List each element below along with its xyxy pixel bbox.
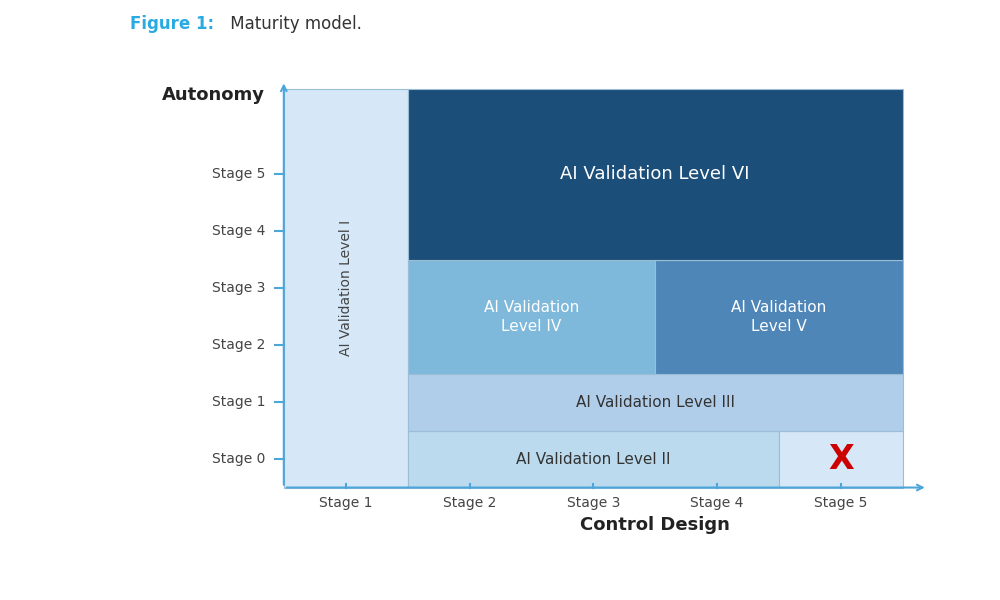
Text: AI Validation Level III: AI Validation Level III xyxy=(576,395,735,410)
Text: Stage 2: Stage 2 xyxy=(443,496,496,510)
FancyBboxPatch shape xyxy=(655,260,903,374)
Text: Stage 1: Stage 1 xyxy=(319,496,372,510)
Text: AI Validation
Level V: AI Validation Level V xyxy=(731,300,827,334)
Text: Control Design: Control Design xyxy=(580,516,730,534)
Text: AI Validation
Level IV: AI Validation Level IV xyxy=(484,300,579,334)
Text: Stage 3: Stage 3 xyxy=(212,281,265,295)
FancyBboxPatch shape xyxy=(284,89,408,488)
Text: Stage 4: Stage 4 xyxy=(212,224,265,238)
FancyBboxPatch shape xyxy=(408,260,655,374)
Text: Stage 4: Stage 4 xyxy=(690,496,744,510)
Text: AI Validation Level I: AI Validation Level I xyxy=(339,220,353,356)
Text: Stage 5: Stage 5 xyxy=(814,496,868,510)
Text: Stage 1: Stage 1 xyxy=(212,395,265,409)
Text: Autonomy: Autonomy xyxy=(162,86,265,104)
Text: Maturity model.: Maturity model. xyxy=(225,15,362,33)
Text: X: X xyxy=(828,443,854,476)
FancyBboxPatch shape xyxy=(779,431,903,488)
Text: Stage 0: Stage 0 xyxy=(212,452,265,466)
Text: Stage 2: Stage 2 xyxy=(212,338,265,352)
Text: AI Validation Level VI: AI Validation Level VI xyxy=(560,166,750,184)
FancyBboxPatch shape xyxy=(408,89,903,260)
Text: Figure 1:: Figure 1: xyxy=(130,15,214,33)
FancyBboxPatch shape xyxy=(408,431,779,488)
Text: AI Validation Level II: AI Validation Level II xyxy=(516,452,671,467)
Text: Stage 5: Stage 5 xyxy=(212,167,265,181)
FancyBboxPatch shape xyxy=(408,374,903,431)
Text: Stage 3: Stage 3 xyxy=(567,496,620,510)
